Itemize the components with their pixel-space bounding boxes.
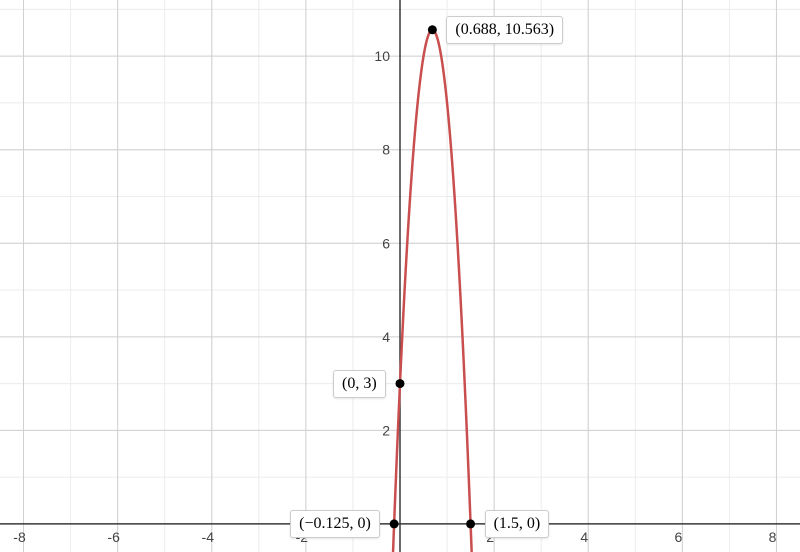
svg-text:6: 6 [382,235,390,251]
point-marker [466,519,475,528]
svg-text:8: 8 [769,529,777,545]
point-marker [396,379,405,388]
chart-container: -8-6-4-22468246810 (0.688, 10.563)(0, 3)… [0,0,800,552]
point-label: (0.688, 10.563) [446,16,563,44]
svg-text:-6: -6 [107,529,120,545]
svg-text:4: 4 [382,329,390,345]
svg-text:4: 4 [580,529,588,545]
point-label: (0, 3) [333,370,386,398]
svg-text:10: 10 [374,48,390,64]
svg-text:6: 6 [674,529,682,545]
point-marker [428,25,437,34]
point-label: (−0.125, 0) [290,510,380,538]
svg-text:-8: -8 [13,529,26,545]
point-marker [390,519,399,528]
svg-text:2: 2 [382,422,390,438]
svg-text:-4: -4 [202,529,215,545]
svg-text:8: 8 [382,142,390,158]
function-plot-svg: -8-6-4-22468246810 [0,0,800,552]
point-label: (1.5, 0) [485,510,550,538]
